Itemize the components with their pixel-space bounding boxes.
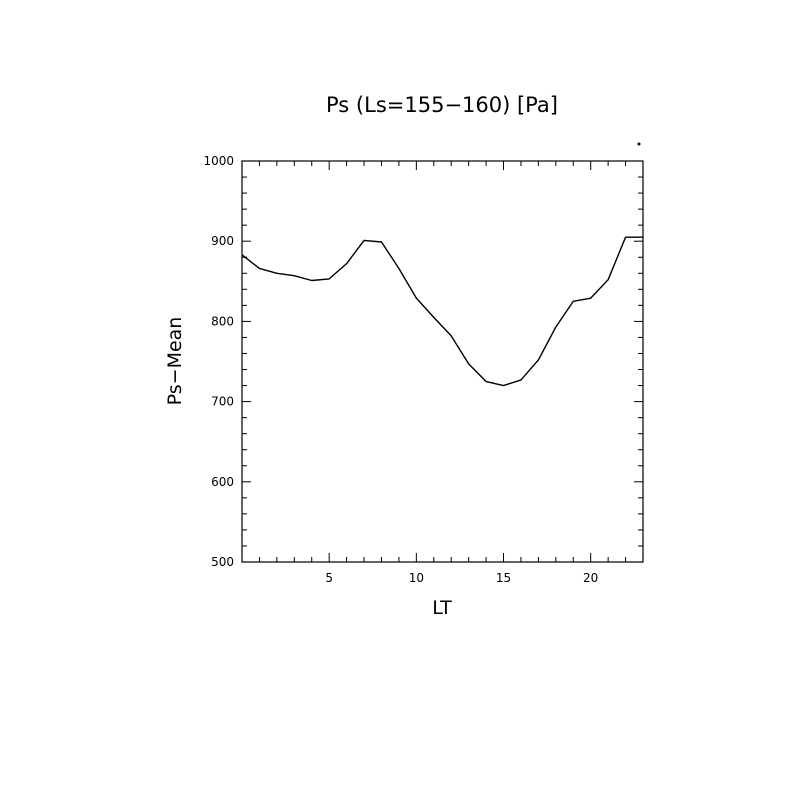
data-point [311,279,313,282]
y-tick-label: 1000 [203,154,234,168]
data-point [520,379,522,381]
x-axis-label: LT [432,597,452,619]
series-line [241,236,643,387]
data-point [398,267,400,270]
data-point [258,267,261,270]
data-point [607,279,609,281]
data-point [572,300,574,302]
data-point [590,297,592,299]
y-tick-label: 700 [211,395,234,409]
data-point [468,363,470,365]
data-point [380,241,383,243]
y-tick-labels: 500 600 700 800 900 1000 [203,154,234,569]
data-point [276,272,278,274]
data-point [241,254,243,256]
data-point [537,359,539,361]
data-point [624,236,627,238]
x-tick-label: 5 [325,571,333,585]
data-point [415,297,417,299]
chart-title: Ps (Ls=155−160) [Pa] [326,93,558,117]
plot-frame [241,160,644,563]
data-point [433,316,435,318]
data-point [450,335,452,337]
data-point [555,326,557,328]
y-tick-label: 600 [211,475,234,489]
axis-ticks [242,161,643,562]
y-tick-label: 800 [211,314,234,328]
x-tick-label: 15 [496,571,511,585]
x-tick-labels: 5 10 15 20 [325,571,598,585]
y-tick-label: 500 [211,555,234,569]
y-axis-label: Ps−Mean [164,317,186,406]
data-point [485,380,487,383]
data-point [642,236,644,238]
data-point [502,384,505,387]
data-points [241,236,644,387]
y-tick-label: 900 [211,234,234,248]
data-point [363,239,365,241]
data-point [293,275,295,277]
data-point [346,263,348,265]
x-tick-label: 20 [583,571,598,585]
data-point [328,278,330,280]
corner-dot [637,142,641,146]
x-tick-label: 10 [409,571,424,585]
